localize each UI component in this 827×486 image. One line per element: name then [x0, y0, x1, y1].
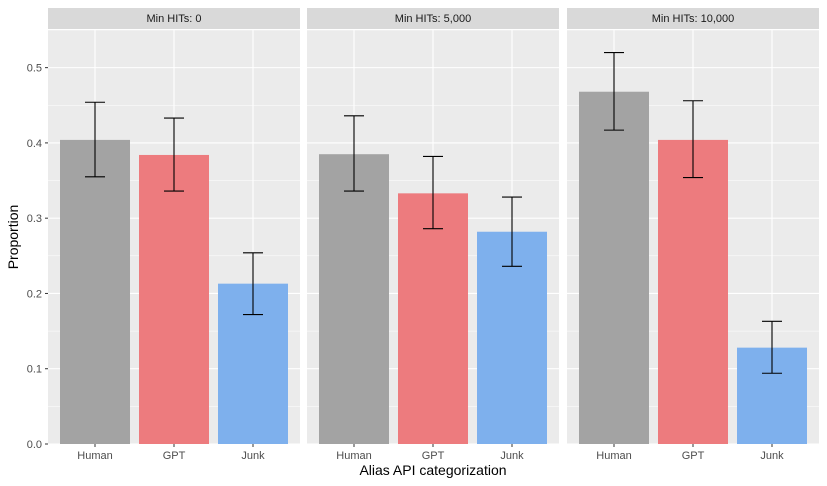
- error-bar: [423, 155, 443, 230]
- y-axis-title: Proportion: [5, 205, 21, 270]
- x-tick-label: GPT: [422, 450, 445, 462]
- bar-human: [60, 139, 130, 444]
- y-tick-label: 0.5: [27, 63, 42, 75]
- error-bar: [164, 117, 184, 192]
- facet-panel: Min HITs: 5,000 Human GPT Junk: [307, 8, 559, 462]
- bar-gpt: [398, 193, 468, 444]
- facet-panels: Min HITs: 0 Human GPT Junk Min HITs: 5,000 Hu…: [48, 8, 819, 462]
- facet-strip: [48, 8, 300, 29]
- facet-panel: Min HITs: 10,000 Human GPT Junk: [567, 8, 819, 462]
- bar-gpt: [139, 154, 209, 444]
- bar-human: [319, 154, 389, 444]
- bar-junk: [477, 231, 547, 444]
- y-tick-label: 0.3: [27, 213, 42, 225]
- error-bar: [502, 196, 522, 267]
- facet-title: Min HITs: 10,000: [652, 13, 735, 25]
- bar-human: [579, 91, 649, 444]
- y-tick-label: 0.4: [27, 138, 42, 150]
- y-tick-label: 0.1: [27, 364, 42, 376]
- error-bar: [762, 320, 782, 374]
- x-tick-label: Human: [336, 450, 371, 462]
- error-bar: [344, 115, 364, 192]
- error-bar: [243, 252, 263, 316]
- error-bar: [683, 100, 703, 179]
- facet-strip: [567, 8, 819, 29]
- x-tick-label: Human: [77, 450, 112, 462]
- facet-title: Min HITs: 0: [146, 13, 201, 25]
- x-tick-label: Junk: [760, 450, 784, 462]
- x-tick-label: GPT: [163, 450, 186, 462]
- facet-panel: Min HITs: 0 Human GPT Junk: [48, 8, 300, 462]
- x-tick-label: Junk: [500, 450, 524, 462]
- x-tick-label: Junk: [241, 450, 265, 462]
- facet-strip: [307, 8, 559, 29]
- facet-title: Min HITs: 5,000: [395, 13, 471, 25]
- y-axis: 0.0 0.1 0.2 0.3 0.4 0.5: [27, 63, 48, 451]
- y-tick-label: 0.0: [27, 439, 42, 451]
- x-axis-title: Alias API categorization: [359, 462, 506, 478]
- y-tick-label: 0.2: [27, 288, 42, 300]
- x-tick-label: Human: [596, 450, 631, 462]
- x-tick-label: GPT: [682, 450, 705, 462]
- error-bar: [604, 52, 624, 131]
- bar-gpt: [658, 139, 728, 444]
- error-bar: [85, 101, 105, 178]
